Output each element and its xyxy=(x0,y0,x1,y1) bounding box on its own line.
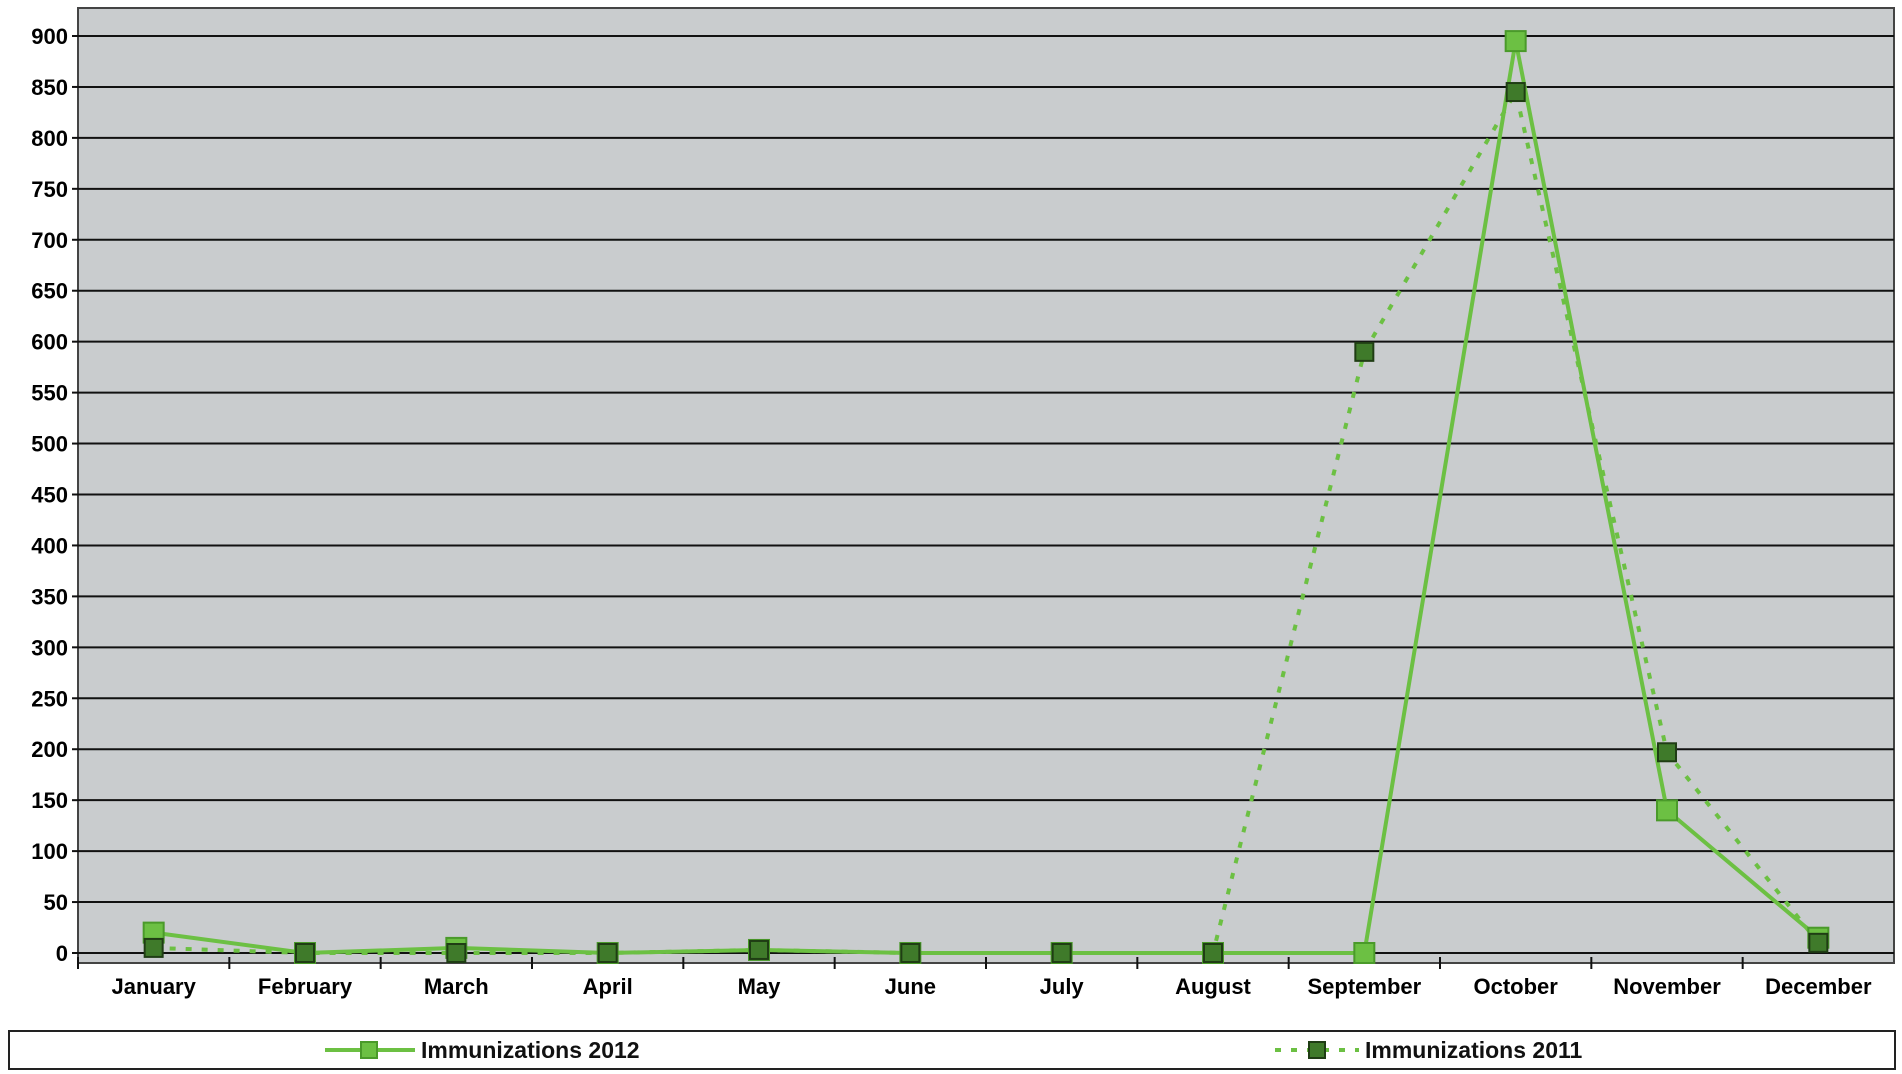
marker-0-october xyxy=(1504,30,1527,53)
marker-1-july xyxy=(1051,943,1072,963)
y-tick-label-850: 850 xyxy=(31,75,68,100)
y-tick-label-750: 750 xyxy=(31,177,68,202)
y-tick-label-0: 0 xyxy=(56,941,68,966)
legend: Immunizations 2012 Immunizations 2011 xyxy=(8,1030,1896,1070)
marker-0-september xyxy=(1353,942,1376,964)
legend-swatch-2012 xyxy=(325,1041,415,1059)
x-tick-label-november: November xyxy=(1613,974,1721,999)
y-tick-label-200: 200 xyxy=(31,737,68,762)
marker-1-august xyxy=(1203,943,1223,963)
y-tick-label-700: 700 xyxy=(31,228,68,253)
x-tick-label-may: May xyxy=(738,974,782,999)
marker-1-june xyxy=(900,943,921,963)
legend-label-2011: Immunizations 2011 xyxy=(1365,1036,1583,1063)
y-tick-label-800: 800 xyxy=(31,126,68,151)
legend-item-2011: Immunizations 2011 xyxy=(1275,1032,1582,1068)
plot-area xyxy=(77,7,1895,964)
y-tick-label-650: 650 xyxy=(31,279,68,304)
x-tick-label-march: March xyxy=(424,974,489,999)
series-line-1 xyxy=(153,90,1820,955)
x-tick-label-december: December xyxy=(1765,974,1872,999)
marker-1-january xyxy=(143,937,164,958)
x-axis-ticks: January February March April May June July Augu… xyxy=(111,974,1871,999)
series-group xyxy=(142,30,1830,964)
x-tick-label-february: February xyxy=(258,974,353,999)
marker-1-april xyxy=(597,943,618,963)
legend-item-2012: Immunizations 2012 xyxy=(325,1032,640,1068)
x-tick-label-september: September xyxy=(1307,974,1421,999)
legend-label-2012: Immunizations 2012 xyxy=(421,1036,640,1063)
x-tick-label-june: June xyxy=(885,974,936,999)
x-tick-label-july: July xyxy=(1040,974,1085,999)
y-tick-label-400: 400 xyxy=(31,533,68,558)
y-tick-label-550: 550 xyxy=(31,381,68,406)
y-axis-ticks: 0 50 100 150 200 250 300 350 400 450 500 550 600 650 7… xyxy=(31,24,68,966)
y-tick-label-150: 150 xyxy=(31,788,68,813)
y-tick-label-350: 350 xyxy=(31,584,68,609)
legend-swatch-2011 xyxy=(1275,1041,1359,1059)
marker-1-october xyxy=(1505,82,1526,103)
x-tick-label-october: October xyxy=(1473,974,1558,999)
y-tick-label-450: 450 xyxy=(31,483,68,508)
gridlines xyxy=(72,35,1894,969)
marker-1-may xyxy=(749,939,769,960)
marker-1-march xyxy=(446,943,467,963)
x-tick-label-january: January xyxy=(111,974,196,999)
x-tick-label-august: August xyxy=(1175,974,1251,999)
y-tick-label-500: 500 xyxy=(31,432,68,457)
marker-1-november xyxy=(1657,742,1677,763)
marker-0-november xyxy=(1656,799,1678,822)
y-tick-label-600: 600 xyxy=(31,330,68,355)
y-tick-label-100: 100 xyxy=(31,839,68,864)
y-tick-label-250: 250 xyxy=(31,686,68,711)
chart: 0 50 100 150 200 250 300 350 400 450 500 550 600 650 7… xyxy=(31,7,1895,999)
marker-1-september xyxy=(1354,341,1375,362)
y-tick-label-300: 300 xyxy=(31,635,68,660)
marker-1-december xyxy=(1808,932,1829,953)
y-tick-label-50: 50 xyxy=(44,890,68,915)
marker-1-february xyxy=(295,943,315,963)
x-tick-label-april: April xyxy=(583,974,633,999)
y-tick-label-900: 900 xyxy=(31,24,68,49)
